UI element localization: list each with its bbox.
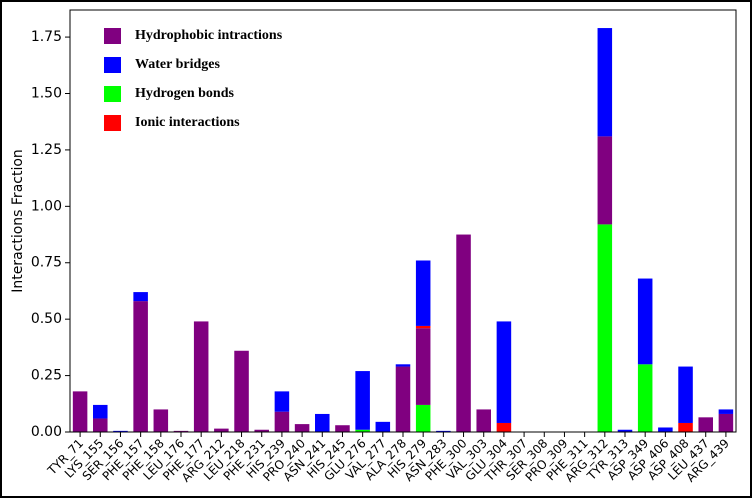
bar-segment bbox=[658, 427, 673, 432]
bar-segment bbox=[395, 366, 411, 432]
y-tick-label: 0.25 bbox=[31, 368, 62, 384]
y-tick-label: 1.25 bbox=[31, 142, 62, 158]
y-tick-label: 0.75 bbox=[31, 255, 62, 271]
bar-segment bbox=[355, 371, 370, 430]
y-tick-label: 0.00 bbox=[31, 424, 62, 440]
bar-segment bbox=[617, 429, 633, 432]
y-axis-label: Interactions Fraction bbox=[10, 149, 26, 293]
bar-segment bbox=[698, 417, 713, 432]
bar-segment bbox=[678, 366, 693, 423]
legend-label: Ionic interactions bbox=[135, 115, 240, 130]
y-tick-label: 1.75 bbox=[31, 29, 62, 45]
y-tick-label: 0.50 bbox=[31, 311, 62, 327]
bar-segment bbox=[214, 428, 229, 432]
bar-segment bbox=[476, 409, 491, 432]
bar-segment bbox=[718, 413, 734, 432]
legend-swatch bbox=[104, 86, 121, 102]
bar-segment bbox=[173, 430, 189, 432]
bar-segment bbox=[637, 278, 653, 365]
bar-segment bbox=[113, 430, 128, 432]
bar-segment bbox=[234, 350, 249, 432]
bar-segment bbox=[93, 418, 108, 432]
bar-segment bbox=[355, 429, 370, 432]
bar-segment bbox=[133, 301, 148, 432]
bar-segment bbox=[456, 234, 471, 432]
bar-segment bbox=[335, 425, 350, 432]
bar-segment bbox=[718, 409, 734, 414]
legend-swatch bbox=[104, 115, 121, 131]
plot-border bbox=[69, 9, 737, 433]
bar-segment bbox=[72, 391, 88, 432]
bar-segment bbox=[597, 224, 613, 432]
y-tick-label: 1.00 bbox=[31, 198, 62, 214]
bar-segment bbox=[375, 421, 391, 432]
bar-segment bbox=[415, 404, 431, 432]
bar-segment bbox=[294, 424, 310, 432]
bar-segment bbox=[395, 364, 411, 367]
bar-segment bbox=[133, 292, 148, 302]
legend-swatch bbox=[104, 57, 121, 73]
legend-label: Water bridges bbox=[135, 57, 220, 72]
legend-swatch bbox=[104, 28, 121, 44]
bar-segment bbox=[597, 28, 613, 137]
bar-segment bbox=[436, 430, 451, 432]
y-tick-label: 1.50 bbox=[31, 85, 62, 101]
bar-segment bbox=[637, 364, 653, 432]
bar-segment bbox=[274, 411, 290, 432]
bar-segment bbox=[415, 328, 431, 405]
bar-segment bbox=[597, 136, 613, 225]
bar-segment bbox=[415, 260, 431, 326]
legend-label: Hydrophobic intractions bbox=[135, 28, 283, 43]
bar-segment bbox=[496, 422, 512, 432]
bar-segment bbox=[153, 409, 169, 432]
bar-segment bbox=[678, 422, 693, 432]
legend-label: Hydrogen bonds bbox=[135, 86, 234, 101]
bar-segment bbox=[415, 325, 431, 329]
bar-segment bbox=[93, 404, 108, 419]
bar-segment bbox=[274, 391, 290, 412]
bar-segment bbox=[193, 321, 209, 432]
bar-segment bbox=[315, 413, 330, 432]
bar-segment bbox=[254, 429, 269, 432]
bar-segment bbox=[496, 321, 512, 423]
